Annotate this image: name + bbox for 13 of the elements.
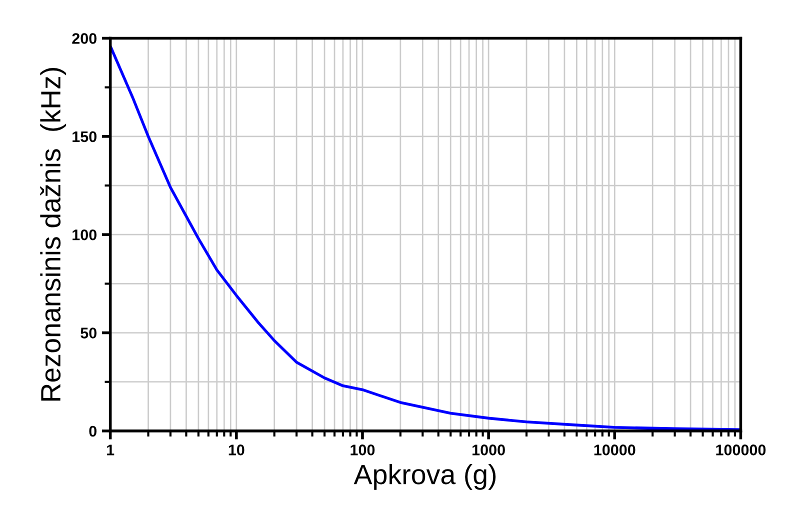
- x-tick-label: 10: [228, 444, 244, 456]
- x-tick-label: 100000: [716, 444, 766, 456]
- x-axis-title: Apkrova (g): [354, 464, 496, 490]
- y-tick-label: 100: [72, 229, 96, 240]
- y-tick-label: 0: [89, 426, 96, 437]
- y-tick-label: 200: [72, 33, 96, 44]
- x-tick-label: 10000: [594, 444, 636, 456]
- x-tick-label: 1000: [472, 444, 505, 456]
- x-tick-label: 100: [350, 444, 375, 456]
- y-axis-title: Rezonansinis dažnis (kHz): [40, 68, 66, 401]
- y-tick-label: 150: [72, 131, 96, 142]
- x-tick-label: 1: [107, 444, 114, 456]
- y-tick-label: 50: [80, 328, 96, 338]
